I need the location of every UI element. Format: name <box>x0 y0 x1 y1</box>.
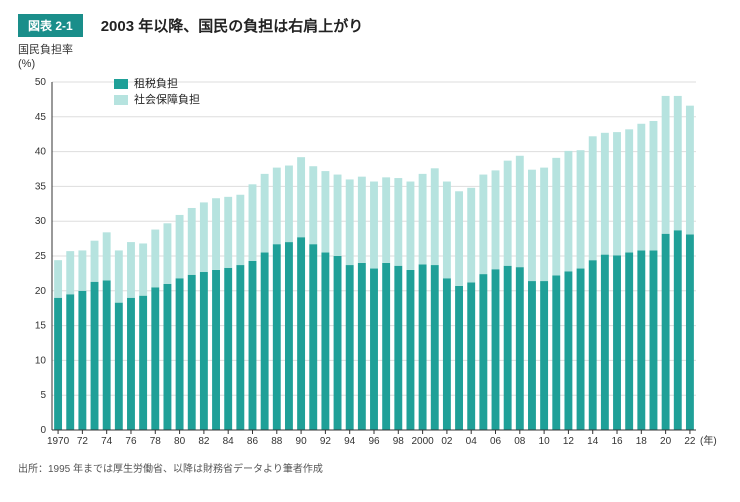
svg-text:18: 18 <box>636 436 648 447</box>
chart-area: 租税負担 社会保障負担 0 5 10 15 20 25 30 35 40 45 50 1970 72 74… <box>18 74 722 454</box>
svg-text:96: 96 <box>368 436 380 447</box>
legend: 租税負担 社会保障負担 <box>114 76 200 109</box>
svg-text:90: 90 <box>296 436 308 447</box>
svg-text:94: 94 <box>344 436 356 447</box>
svg-text:04: 04 <box>466 436 478 447</box>
svg-text:20: 20 <box>660 436 672 447</box>
svg-text:10: 10 <box>35 355 47 366</box>
svg-text:08: 08 <box>514 436 526 447</box>
svg-text:98: 98 <box>393 436 405 447</box>
svg-text:50: 50 <box>35 77 47 88</box>
svg-text:76: 76 <box>125 436 137 447</box>
svg-text:16: 16 <box>611 436 623 447</box>
svg-text:74: 74 <box>101 436 113 447</box>
svg-text:30: 30 <box>35 216 47 227</box>
svg-text:40: 40 <box>35 146 47 157</box>
legend-item-tax: 租税負担 <box>114 76 200 93</box>
svg-text:1970: 1970 <box>47 436 70 447</box>
figure-badge: 図表 2-1 <box>18 14 83 37</box>
svg-text:(年): (年) <box>700 434 717 447</box>
svg-text:45: 45 <box>35 111 47 122</box>
svg-text:25: 25 <box>35 251 47 262</box>
legend-label-social: 社会保障負担 <box>134 92 200 109</box>
svg-text:72: 72 <box>77 436 89 447</box>
svg-text:35: 35 <box>35 181 47 192</box>
svg-text:86: 86 <box>247 436 259 447</box>
source-note: 出所：1995 年までは厚生労働省、以降は財務省データより筆者作成 <box>18 460 722 475</box>
svg-text:78: 78 <box>150 436 162 447</box>
svg-text:80: 80 <box>174 436 186 447</box>
legend-swatch-icon <box>114 79 128 89</box>
y-axis-label-line1: 国民負担率 <box>18 44 73 56</box>
y-axis-label: 国民負担率 (%) <box>18 43 722 72</box>
svg-text:15: 15 <box>35 320 47 331</box>
svg-text:0: 0 <box>40 425 46 436</box>
svg-text:84: 84 <box>223 436 235 447</box>
chart-header: 図表 2-1 2003 年以降、国民の負担は右肩上がり <box>18 14 722 37</box>
svg-text:02: 02 <box>441 436 453 447</box>
svg-text:22: 22 <box>684 436 696 447</box>
legend-label-tax: 租税負担 <box>134 76 178 93</box>
figure-title: 2003 年以降、国民の負担は右肩上がり <box>101 15 364 36</box>
svg-text:2000: 2000 <box>411 436 434 447</box>
svg-text:82: 82 <box>198 436 210 447</box>
legend-item-social: 社会保障負担 <box>114 92 200 109</box>
svg-text:92: 92 <box>320 436 332 447</box>
stacked-bar-chart: 0 5 10 15 20 25 30 35 40 45 50 1970 72 74 76 78 80 82 84 86… <box>18 74 722 454</box>
svg-text:5: 5 <box>40 390 46 401</box>
svg-text:06: 06 <box>490 436 502 447</box>
svg-text:88: 88 <box>271 436 283 447</box>
svg-text:12: 12 <box>563 436 575 447</box>
svg-text:10: 10 <box>539 436 551 447</box>
svg-text:20: 20 <box>35 285 47 296</box>
svg-text:14: 14 <box>587 436 599 447</box>
y-axis-label-line2: (%) <box>18 58 35 70</box>
legend-swatch-icon <box>114 95 128 105</box>
